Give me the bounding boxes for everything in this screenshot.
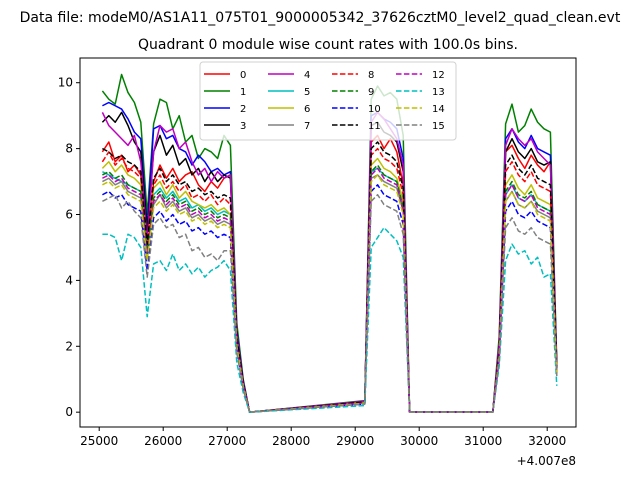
chart-title: Quadrant 0 module wise count rates with …	[138, 37, 518, 53]
axes-frame	[79, 57, 577, 428]
legend-label-8: 8	[368, 70, 374, 81]
legend-label-2: 2	[240, 104, 246, 115]
series-line-13	[102, 226, 558, 413]
series-line-11	[102, 141, 558, 413]
legend-label-0: 0	[240, 70, 246, 81]
y-tick-label: 0	[65, 405, 73, 419]
legend-label-5: 5	[304, 87, 310, 98]
y-tick-label: 4	[65, 273, 73, 287]
x-tick-label: 26000	[144, 434, 182, 448]
y-tick-label: 10	[58, 76, 73, 90]
legend-label-4: 4	[304, 70, 310, 81]
legend-label-1: 1	[240, 87, 246, 98]
legend-box	[199, 61, 457, 141]
y-axis: 0 2 4 6 8 10	[58, 76, 80, 419]
x-tick-label: 28000	[272, 434, 310, 448]
series-line-15	[102, 193, 558, 413]
x-axis: 25000 26000 27000 28000 29000 30000 31000 32000	[80, 427, 566, 448]
y-tick-label: 2	[65, 339, 73, 353]
legend-label-6: 6	[304, 104, 310, 115]
legend-label-14: 14	[432, 104, 445, 115]
legend-label-9: 9	[368, 87, 374, 98]
figure-suptitle: Data file: modeM0/AS1A11_075T01_90000053…	[20, 10, 621, 26]
legend-label-11: 11	[368, 121, 381, 132]
x-tick-label: 29000	[336, 434, 374, 448]
x-tick-label: 25000	[80, 434, 118, 448]
y-tick-label: 8	[65, 142, 73, 156]
legend-label-15: 15	[432, 121, 445, 132]
x-tick-label: 31000	[464, 434, 502, 448]
legend-label-12: 12	[432, 70, 445, 81]
x-tick-label: 27000	[208, 434, 246, 448]
x-tick-label: 30000	[400, 434, 438, 448]
legend-label-13: 13	[432, 87, 445, 98]
legend-label-3: 3	[240, 121, 246, 132]
x-tick-label: 32000	[528, 434, 566, 448]
legend-label-10: 10	[368, 104, 381, 115]
x-axis-offset-label: +4.007e8	[517, 454, 576, 468]
y-tick-label: 6	[65, 207, 73, 221]
plot-area	[101, 73, 558, 413]
legend-label-7: 7	[304, 121, 310, 132]
